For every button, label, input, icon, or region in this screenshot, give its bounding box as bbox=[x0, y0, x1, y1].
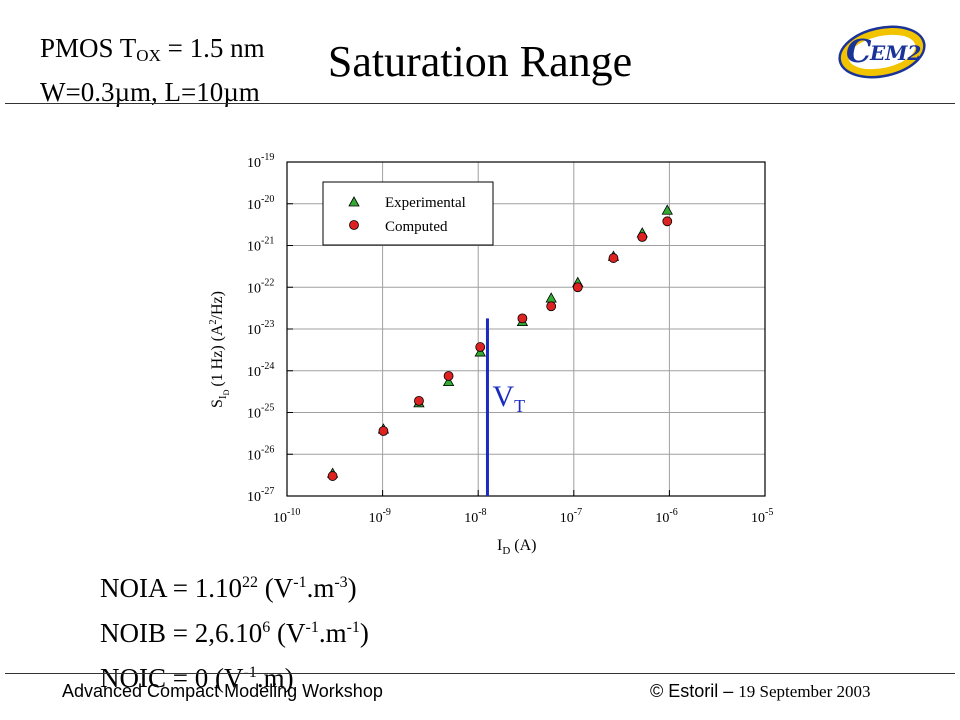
x-tick-label: 10-8 bbox=[464, 507, 486, 526]
x-tick-label: 10-10 bbox=[273, 507, 300, 526]
param-noib: NOIB = 2,6.106 (V-1.m-1) bbox=[100, 618, 369, 648]
y-tick-label: 10-19 bbox=[247, 152, 274, 171]
device-description: PMOS TOX = 1.5 nm W=0.3µm, L=10µm bbox=[40, 30, 265, 110]
computed-point bbox=[327, 471, 338, 481]
computed-point bbox=[443, 371, 454, 381]
footer-location-prefix: © Estoril – bbox=[650, 681, 739, 701]
experimental-point bbox=[545, 292, 557, 303]
footer-location: © Estoril – 19 September 2003 bbox=[650, 681, 871, 702]
computed-point bbox=[662, 216, 673, 227]
footer-workshop: Advanced Compact Modeling Workshop bbox=[62, 681, 383, 701]
legend-computed-label: Computed bbox=[385, 219, 448, 235]
y-tick-label: 10-23 bbox=[247, 319, 274, 338]
computed-point bbox=[378, 426, 389, 436]
legend: Experimental Computed bbox=[322, 181, 494, 246]
x-tick-label: 10-6 bbox=[655, 507, 677, 526]
computed-point bbox=[475, 342, 486, 352]
computed-point bbox=[517, 313, 528, 324]
experimental-point bbox=[442, 375, 455, 386]
y-tick-label: 10-25 bbox=[247, 403, 274, 422]
experimental-point bbox=[661, 204, 673, 215]
vt-label: VT bbox=[492, 380, 525, 416]
x-tick-label: 10-7 bbox=[560, 507, 582, 526]
param-noic: NOIC = 0 (V-1.m) bbox=[100, 663, 294, 693]
legend-experimental-label: Experimental bbox=[385, 195, 466, 211]
model-parameters: NOIA = 1.1022 (V-1.m-3) NOIB = 2,6.106 (… bbox=[100, 563, 369, 698]
x-axis-title: ID (A) bbox=[497, 537, 537, 557]
device-oxide-line: PMOS TOX = 1.5 nm bbox=[40, 30, 265, 74]
vt-marker: VT bbox=[485, 318, 525, 496]
computed-point bbox=[546, 301, 557, 312]
legend-experimental-marker bbox=[348, 196, 360, 207]
y-tick-label: 10-24 bbox=[247, 361, 274, 380]
x-tick-label: 10-9 bbox=[369, 507, 391, 526]
legend-computed-marker bbox=[349, 220, 359, 230]
header-divider bbox=[5, 103, 955, 104]
logo-inner bbox=[848, 34, 916, 70]
computed-point bbox=[414, 395, 424, 406]
page-title: Saturation Range bbox=[327, 37, 633, 86]
y-tick-label: 10-26 bbox=[247, 444, 274, 463]
device-suffix: = 1.5 nm bbox=[160, 33, 265, 63]
footer-date: 19 September 2003 bbox=[738, 682, 871, 701]
y-tick-label: 10-27 bbox=[247, 486, 274, 505]
y-axis-title: SID(1 Hz) (A2/Hz) bbox=[208, 291, 231, 408]
y-tick-label: 10-21 bbox=[247, 236, 274, 255]
device-prefix: PMOS T bbox=[40, 33, 137, 63]
device-sub: OX bbox=[136, 46, 161, 65]
footer-divider bbox=[5, 673, 955, 674]
data-points bbox=[326, 204, 673, 481]
param-noia: NOIA = 1.1022 (V-1.m-3) bbox=[100, 573, 357, 603]
computed-point bbox=[608, 253, 619, 263]
y-tick-label: 10-22 bbox=[247, 277, 274, 296]
cem2-logo: C EM2 bbox=[838, 25, 926, 79]
y-tick-label: 10-20 bbox=[247, 194, 274, 213]
device-geometry: W=0.3µm, L=10µm bbox=[40, 77, 260, 107]
computed-point bbox=[637, 232, 648, 242]
tick-labels: 10-10 10-9 10-8 10-7 10-6 10-5 10-27 10-26 10-25… bbox=[247, 152, 773, 526]
x-tick-label: 10-5 bbox=[751, 507, 773, 526]
logo-letter: C bbox=[846, 32, 872, 70]
logo-text: EM2 bbox=[869, 41, 921, 65]
computed-point bbox=[572, 282, 583, 293]
legend-box bbox=[322, 181, 494, 246]
